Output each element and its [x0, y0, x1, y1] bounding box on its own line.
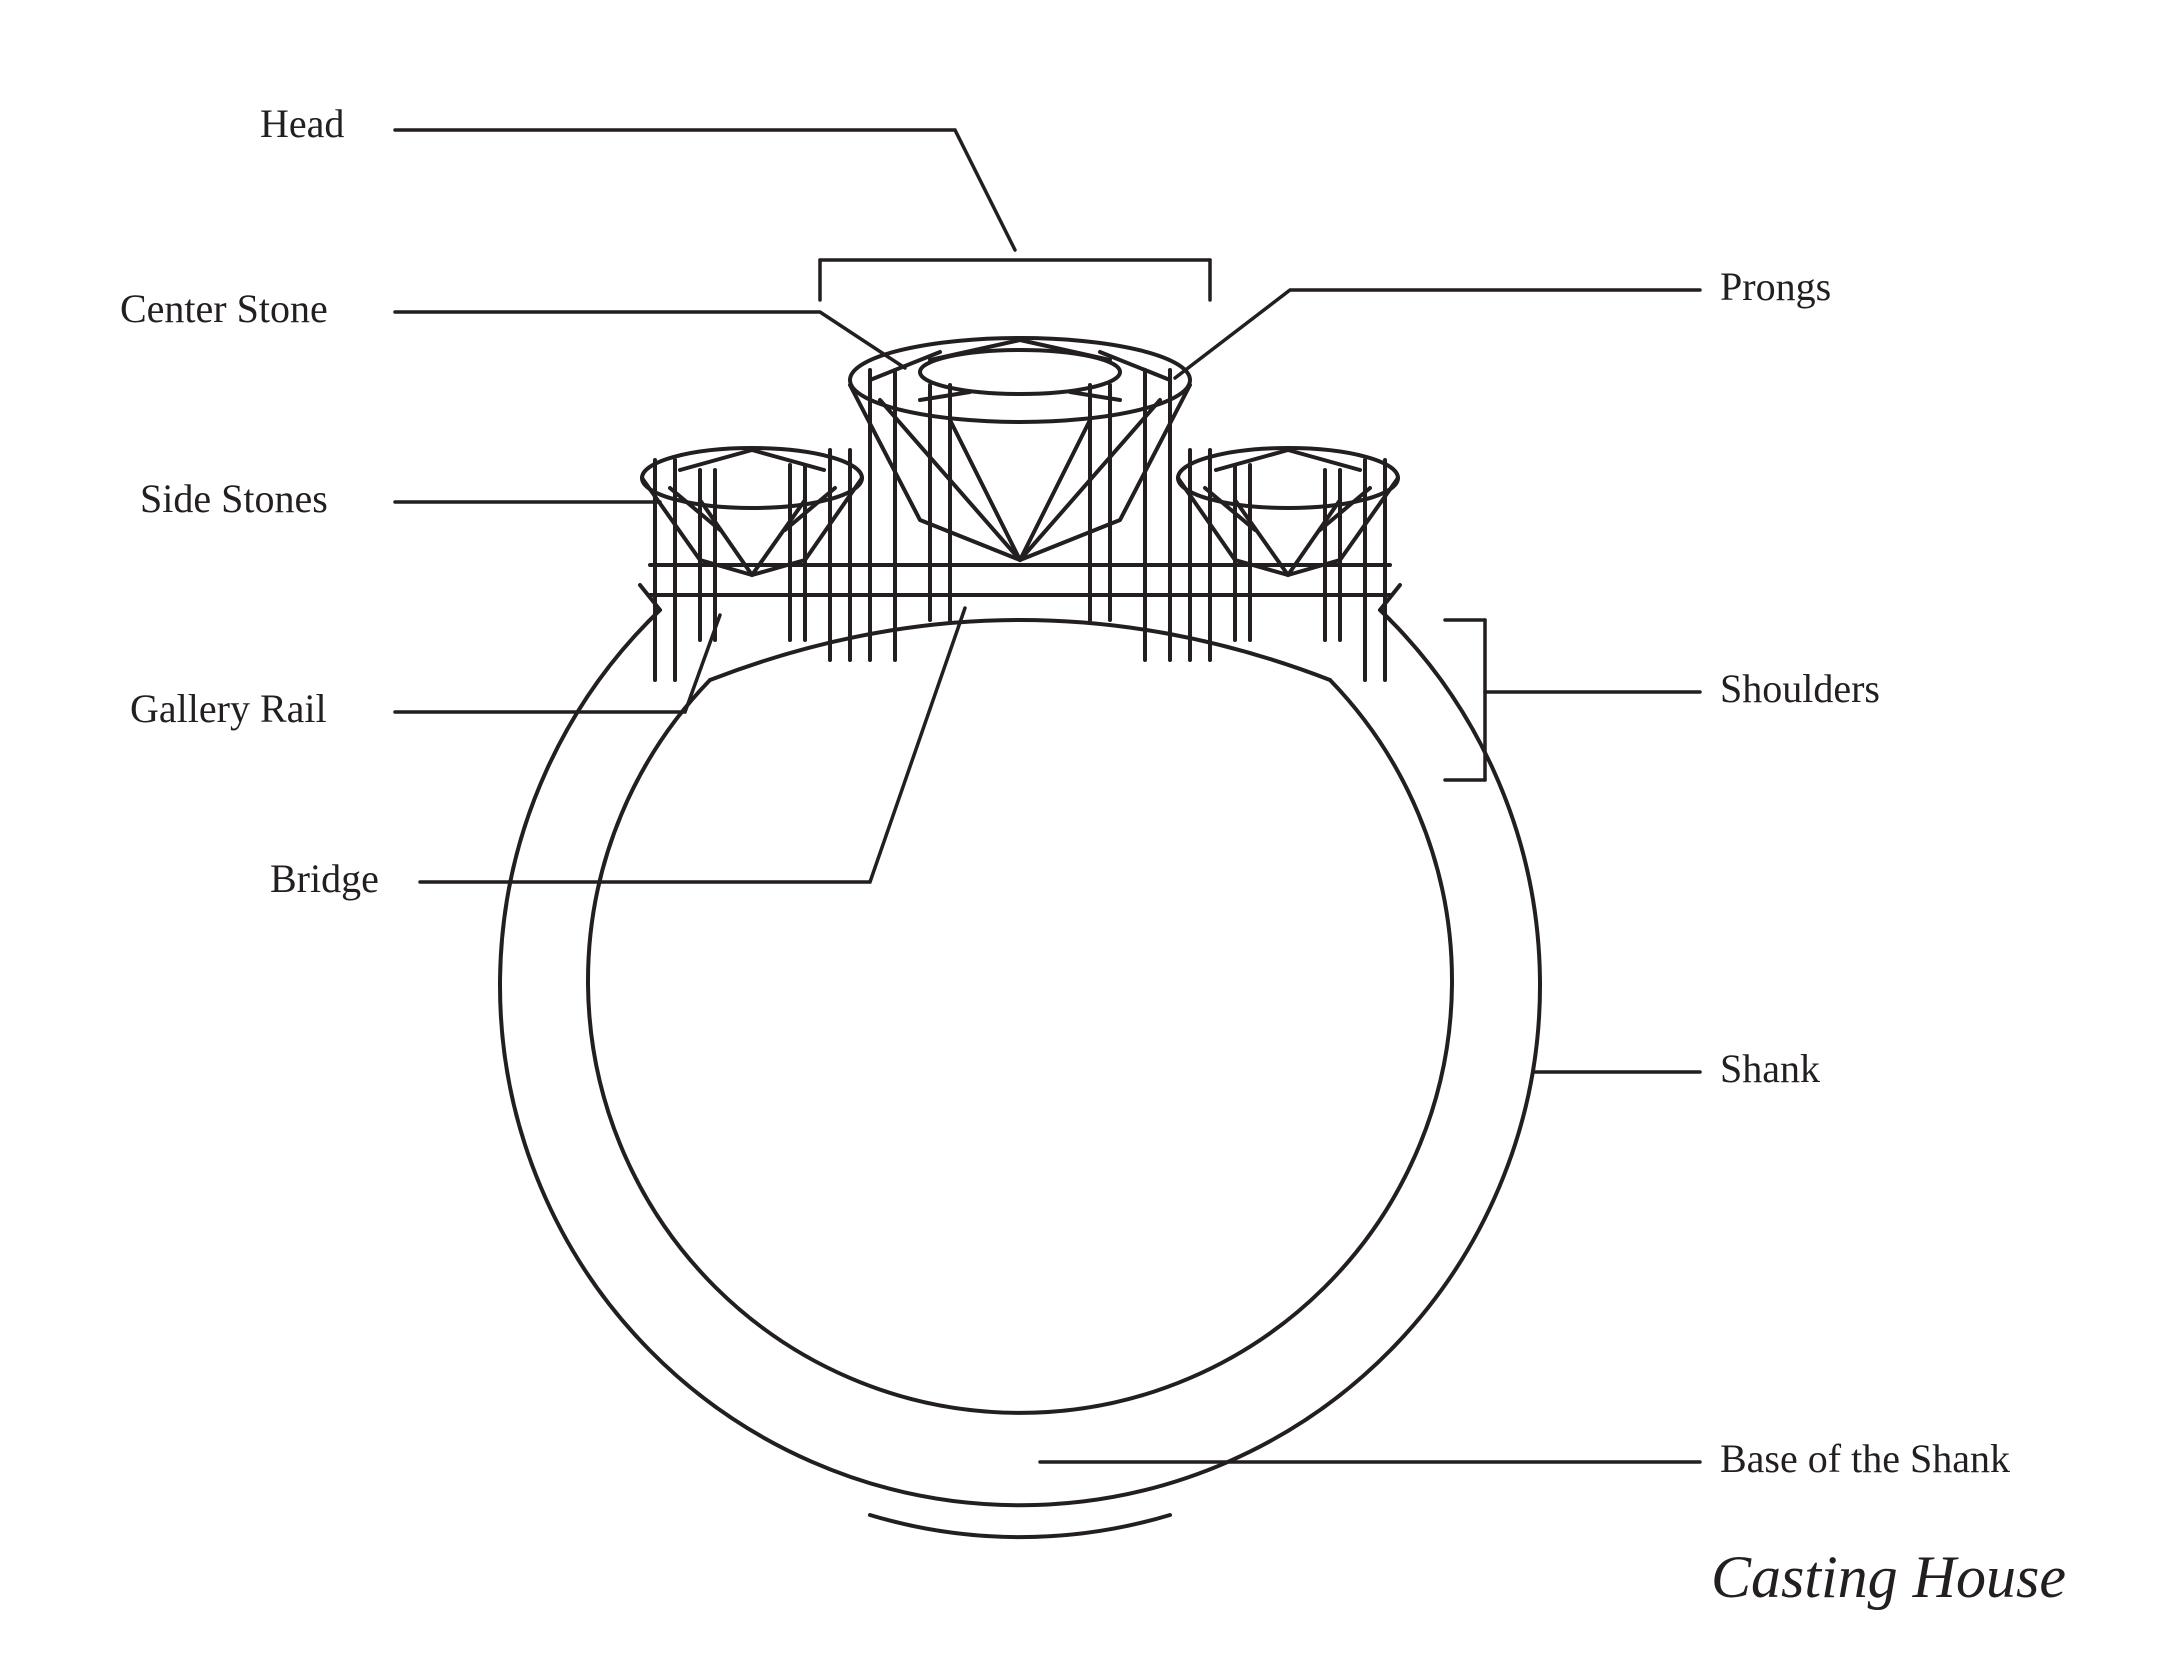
label-prongs: Prongs [1720, 263, 1831, 310]
label-center-stone: Center Stone [120, 285, 328, 332]
ring-illustration [0, 0, 2176, 1672]
label-bridge: Bridge [270, 855, 379, 902]
label-side-stones: Side Stones [140, 475, 328, 522]
label-gallery-rail: Gallery Rail [130, 685, 327, 732]
label-shank: Shank [1720, 1045, 1820, 1092]
label-shoulders: Shoulders [1720, 665, 1880, 712]
diagram-canvas: Head Center Stone Side Stones Gallery Ra… [0, 0, 2176, 1672]
label-base-of-shank: Base of the Shank [1720, 1435, 2010, 1482]
brand-signature: Casting House [1711, 1543, 2066, 1612]
label-head: Head [260, 100, 344, 147]
